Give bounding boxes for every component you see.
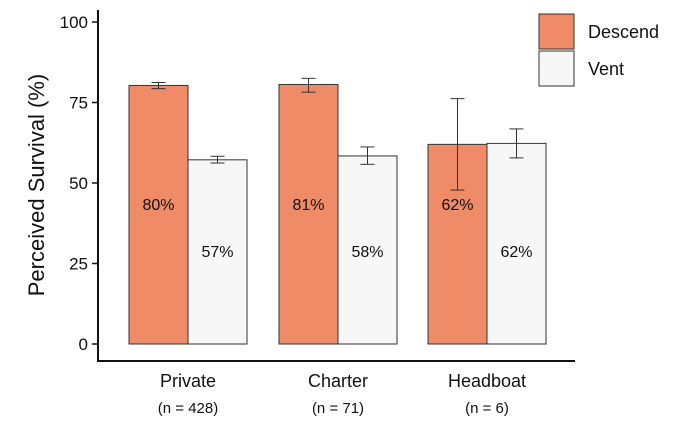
- category-labels: Private (n = 428) Charter (n = 71) Headboat (…: [158, 371, 526, 417]
- y-tick-label: 100: [60, 13, 88, 32]
- data-label: 81%: [292, 197, 324, 214]
- legend-label-descend: Descend: [588, 22, 659, 42]
- category-label: Charter: [308, 371, 368, 391]
- legend: Descend Vent: [538, 13, 659, 87]
- data-label: 62%: [500, 244, 532, 261]
- bar-vent-headboat: [486, 142, 547, 345]
- category-sublabel: (n = 71): [312, 400, 364, 417]
- legend-swatch-vent: [538, 50, 575, 87]
- bar-vent-charter: [337, 155, 398, 345]
- category-label: Headboat: [448, 371, 526, 391]
- y-tick-label: 0: [79, 335, 88, 354]
- data-label: 62%: [441, 197, 473, 214]
- legend-swatch-descend: [538, 13, 575, 50]
- data-label: 57%: [201, 244, 233, 261]
- category-label: Private: [160, 371, 216, 391]
- data-label: 58%: [351, 244, 383, 261]
- data-labels: 80% 81% 62% 57% 58% 62%: [142, 197, 532, 261]
- error-bars: [151, 77, 524, 191]
- y-axis-title: Perceived Survival (%): [24, 74, 49, 297]
- y-tick-label: 50: [69, 174, 88, 193]
- data-label: 80%: [142, 197, 174, 214]
- bar-descend-private: [128, 84, 189, 345]
- y-tick-label: 75: [69, 94, 88, 113]
- bar-vent-private: [187, 159, 248, 345]
- category-sublabel: (n = 428): [158, 400, 218, 417]
- category-sublabel: (n = 6): [465, 400, 509, 417]
- bars: [128, 83, 547, 345]
- axes: 0 25 50 75 100: [60, 10, 575, 362]
- bar-descend-charter: [278, 83, 339, 345]
- y-tick-label: 25: [69, 255, 88, 274]
- legend-label-vent: Vent: [588, 59, 624, 79]
